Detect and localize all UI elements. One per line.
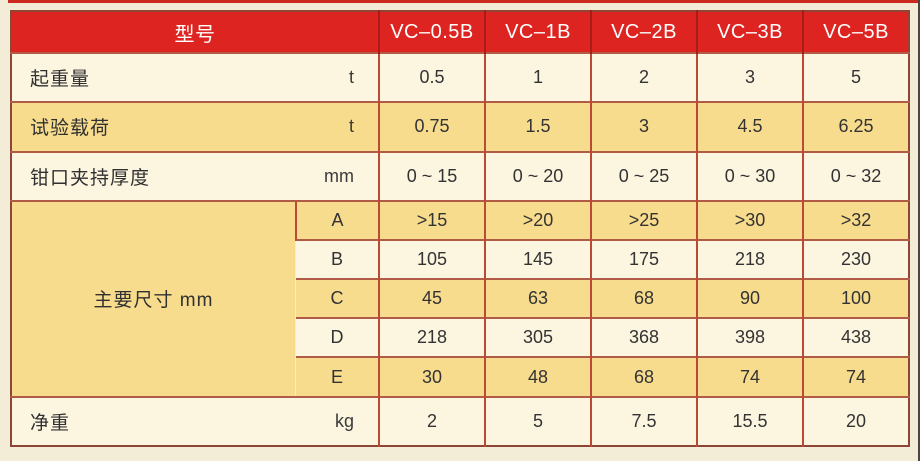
net-weight-unit: kg: [334, 410, 354, 431]
page-right-edge: [918, 0, 920, 461]
jaw-grip-value: 0 ~ 20: [484, 150, 591, 201]
test-load-label-cell: 试验载荷 t: [11, 101, 379, 152]
main-dimensions-label: 主要尺寸 mm: [11, 199, 296, 397]
dimension-A-value: >32: [802, 199, 909, 241]
dimension-D-value: 218: [378, 317, 485, 358]
test-load-value: 1.5: [484, 101, 591, 152]
dimension-A-value: >20: [484, 199, 591, 241]
dimension-A-value: >30: [696, 199, 803, 241]
dimension-A-value: >25: [590, 199, 697, 241]
dimension-B-value: 145: [484, 239, 591, 280]
dimension-letter: A: [295, 199, 379, 241]
lifting-capacity-value: 2: [590, 51, 697, 103]
model-column-vc3b: VC–3B: [696, 11, 803, 53]
net-weight-value: 7.5: [590, 395, 697, 446]
jaw-grip-label-cell: 钳口夹持厚度 mm: [11, 150, 379, 201]
net-weight-value: 15.5: [696, 395, 803, 446]
dimension-letter: C: [296, 278, 379, 319]
row-dimension-A: 主要尺寸 mm A >15 >20 >25 >30 >32: [11, 199, 909, 397]
product-spec-table: 型号 VC–0.5B VC–1B VC–2B VC–3B VC–5B 起重量 t…: [10, 10, 910, 447]
dimension-E-value: 74: [696, 356, 803, 397]
jaw-grip-value: 0 ~ 30: [696, 150, 803, 201]
page-top-rule: [8, 0, 920, 3]
jaw-grip-value: 0 ~ 32: [802, 150, 909, 201]
table-header-row: 型号 VC–0.5B VC–1B VC–2B VC–3B VC–5B: [11, 11, 909, 53]
dimension-C-value: 63: [484, 278, 591, 319]
jaw-grip-value: 0 ~ 15: [378, 150, 485, 201]
dimension-C-value: 100: [802, 278, 909, 319]
row-dimension-D: D 218 305 368 398 438: [11, 317, 909, 358]
jaw-grip-value: 0 ~ 25: [590, 150, 697, 201]
lifting-capacity-value: 0.5: [378, 51, 485, 103]
lifting-capacity-value: 1: [484, 51, 591, 103]
dimension-E-value: 68: [590, 356, 697, 397]
row-test-load: 试验载荷 t 0.75 1.5 3 4.5 6.25: [11, 101, 909, 152]
lifting-capacity-value: 5: [802, 51, 909, 103]
row-jaw-grip-thickness: 钳口夹持厚度 mm 0 ~ 15 0 ~ 20 0 ~ 25 0 ~ 30 0 …: [11, 150, 909, 201]
dimension-E-value: 30: [378, 356, 485, 397]
model-column-vc1b: VC–1B: [484, 11, 591, 53]
row-dimension-E: E 30 48 68 74 74: [11, 356, 909, 397]
dimension-B-value: 218: [696, 239, 803, 280]
dimension-E-value: 48: [484, 356, 591, 397]
dimension-letter: E: [296, 356, 379, 397]
jaw-grip-label-group: 钳口夹持厚度 mm: [12, 163, 378, 190]
test-load-value: 3: [590, 101, 697, 152]
dimension-B-value: 230: [802, 239, 909, 280]
jaw-grip-unit: mm: [324, 165, 354, 186]
test-load-value: 6.25: [802, 101, 909, 152]
dimension-B-value: 175: [590, 239, 697, 280]
net-weight-label-group: 净重 kg: [12, 408, 378, 435]
dimension-C-value: 90: [696, 278, 803, 319]
net-weight-value: 2: [378, 395, 485, 446]
dimension-D-value: 368: [590, 317, 697, 358]
model-column-vc2b: VC–2B: [590, 11, 697, 53]
dimension-D-value: 305: [484, 317, 591, 358]
test-load-unit: t: [348, 116, 354, 137]
test-load-label-group: 试验载荷 t: [12, 113, 378, 140]
row-lifting-capacity: 起重量 t 0.5 1 2 3 5: [11, 51, 909, 103]
net-weight-value: 20: [802, 395, 909, 446]
model-column-vc05b: VC–0.5B: [378, 11, 485, 53]
row-dimension-C: C 45 63 68 90 100: [11, 278, 909, 319]
row-net-weight: 净重 kg 2 5 7.5 15.5 20: [11, 395, 909, 446]
test-load-value: 4.5: [696, 101, 803, 152]
dimension-letter: B: [296, 239, 379, 280]
lifting-capacity-label-group: 起重量 t: [12, 64, 378, 91]
lifting-capacity-value: 3: [696, 51, 803, 103]
dimension-A-value: >15: [378, 199, 485, 241]
dimension-E-value: 74: [802, 356, 909, 397]
row-dimension-B: B 105 145 175 218 230: [11, 239, 909, 280]
test-load-label: 试验载荷: [30, 118, 111, 140]
net-weight-label: 净重: [30, 412, 71, 434]
dimension-B-value: 105: [378, 239, 485, 280]
lifting-capacity-label: 起重量: [30, 69, 91, 91]
model-header-label: 型号: [11, 11, 379, 53]
dimension-letter: D: [296, 317, 379, 358]
lifting-capacity-label-cell: 起重量 t: [11, 51, 379, 103]
test-load-value: 0.75: [378, 101, 485, 152]
dimension-D-value: 438: [802, 317, 909, 358]
net-weight-label-cell: 净重 kg: [11, 395, 379, 446]
jaw-grip-label: 钳口夹持厚度: [30, 167, 151, 189]
dimension-C-value: 45: [378, 278, 485, 319]
model-column-vc5b: VC–5B: [802, 11, 909, 53]
net-weight-value: 5: [484, 395, 591, 446]
dimension-C-value: 68: [590, 278, 697, 319]
lifting-capacity-unit: t: [348, 67, 354, 88]
dimension-D-value: 398: [696, 317, 803, 358]
